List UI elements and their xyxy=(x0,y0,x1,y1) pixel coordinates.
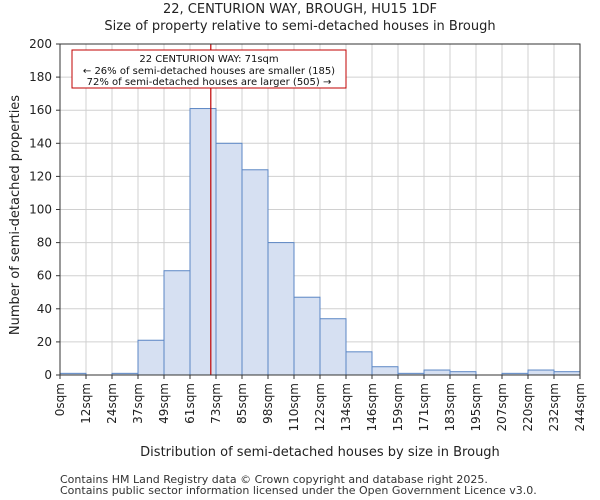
bar xyxy=(137,339,165,376)
annotation-frame xyxy=(71,49,347,89)
y-tick-label: 100 xyxy=(29,203,52,217)
y-tick-label: 160 xyxy=(29,103,52,117)
x-tick-label: 98sqm xyxy=(261,383,275,424)
y-tick-label: 60 xyxy=(37,269,52,283)
x-tick-label: 220sqm xyxy=(521,383,535,431)
footer-copyright: Contains HM Land Registry data © Crown c… xyxy=(60,473,488,486)
y-tick-label: 180 xyxy=(29,70,52,84)
y-tick-label: 200 xyxy=(29,37,52,51)
bar xyxy=(241,169,269,376)
x-tick-label: 195sqm xyxy=(469,383,483,431)
x-ticks: 0sqm 12sqm 24sqm 37sqm 49sqm 61sqm 73sqm 85sqm 9… xyxy=(53,375,587,431)
x-tick-label: 85sqm xyxy=(235,383,249,424)
annotation-line-2: ← 26% of semi-detached houses are smalle… xyxy=(83,66,335,77)
annotation-line-1: 22 CENTURION WAY: 71sqm xyxy=(139,54,278,65)
x-tick-label: 171sqm xyxy=(417,383,431,431)
y-tick-label: 140 xyxy=(29,136,52,150)
y-tick-label: 120 xyxy=(29,169,52,183)
y-tick-label: 20 xyxy=(37,335,52,349)
x-tick-label: 61sqm xyxy=(183,383,197,424)
y-ticks: 0 20 40 60 80 100 120 140 160 180 200 xyxy=(29,37,60,382)
x-tick-label: 244sqm xyxy=(573,383,587,431)
bar xyxy=(163,270,191,376)
bar xyxy=(527,369,555,376)
bar xyxy=(345,351,373,376)
x-tick-label: 122sqm xyxy=(313,383,327,431)
x-tick-label: 24sqm xyxy=(105,383,119,424)
y-tick-label: 80 xyxy=(37,236,52,250)
y-tick-label: 40 xyxy=(37,302,52,316)
bar xyxy=(293,296,321,376)
footer-licence: Contains public sector information licen… xyxy=(60,484,537,497)
annotation-box: 22 CENTURION WAY: 71sqm ← 26% of semi-de… xyxy=(71,49,347,89)
bar xyxy=(371,366,399,376)
x-tick-label: 73sqm xyxy=(209,383,223,424)
bar xyxy=(319,318,347,376)
x-axis-label: Distribution of semi-detached houses by … xyxy=(140,445,500,460)
x-tick-label: 183sqm xyxy=(443,383,457,431)
x-tick-label: 12sqm xyxy=(79,383,93,424)
chart-title: 22, CENTURION WAY, BROUGH, HU15 1DF xyxy=(162,2,437,17)
y-axis-label: Number of semi-detached properties xyxy=(8,94,23,336)
bar xyxy=(189,108,217,376)
bar xyxy=(423,369,451,376)
x-tick-label: 110sqm xyxy=(287,383,301,431)
annotation-line-3: 72% of semi-detached houses are larger (… xyxy=(87,77,332,88)
x-tick-label: 146sqm xyxy=(365,383,379,431)
x-tick-label: 232sqm xyxy=(547,383,561,431)
x-tick-label: 0sqm xyxy=(53,383,67,416)
x-tick-label: 159sqm xyxy=(391,383,405,431)
bar xyxy=(267,242,295,376)
bar xyxy=(215,142,243,376)
x-tick-label: 207sqm xyxy=(495,383,509,431)
x-tick-label: 134sqm xyxy=(339,383,353,431)
y-tick-label: 0 xyxy=(44,368,52,382)
chart-subtitle: Size of property relative to semi-detach… xyxy=(104,19,496,34)
x-tick-label: 49sqm xyxy=(157,383,171,424)
x-tick-label: 37sqm xyxy=(131,383,145,424)
